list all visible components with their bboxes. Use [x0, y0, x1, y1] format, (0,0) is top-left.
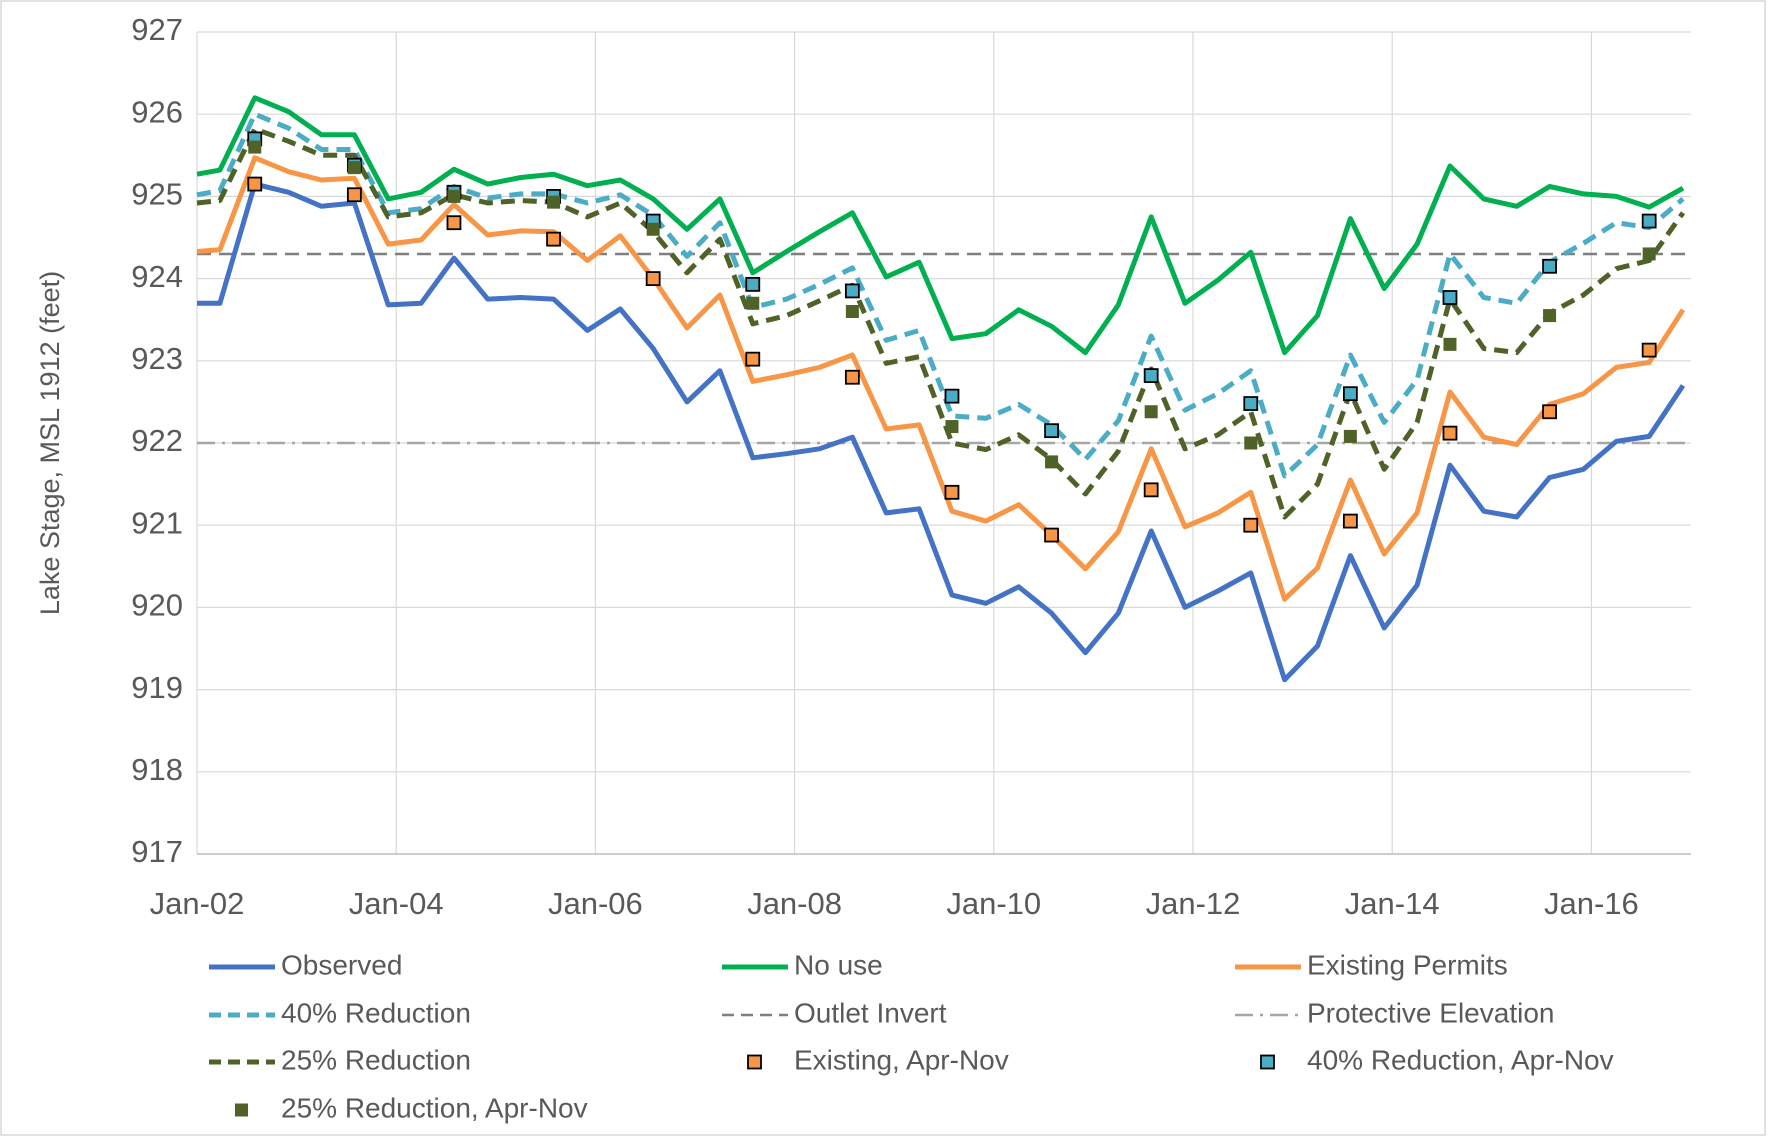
marker [447, 189, 461, 203]
legend-label: Protective Elevation [1307, 997, 1554, 1028]
marker [1342, 386, 1358, 402]
y-tick-label: 926 [131, 94, 183, 129]
series-line [197, 181, 1686, 683]
y-tick-label: 925 [131, 177, 183, 212]
marker [1641, 213, 1657, 229]
y-tick-label: 924 [131, 259, 183, 294]
marker [1045, 455, 1059, 469]
marker [1642, 247, 1656, 261]
marker [1343, 429, 1357, 443]
marker [446, 215, 462, 231]
marker [844, 283, 860, 299]
x-tick-label: Jan-06 [548, 886, 643, 921]
y-tick-label: 921 [131, 505, 183, 540]
marker [1143, 368, 1159, 383]
y-tick-label: 919 [131, 670, 183, 705]
marker [1243, 517, 1259, 533]
x-tick-label: Jan-08 [747, 886, 842, 921]
marker [1543, 309, 1557, 323]
marker [944, 388, 960, 404]
marker [844, 369, 860, 385]
y-tick-label: 927 [131, 12, 183, 47]
marker [1044, 423, 1059, 439]
marker [1342, 513, 1358, 529]
marker [845, 304, 859, 318]
legend-label: 25% Reduction, Apr-Nov [281, 1092, 588, 1123]
x-tick-label: Jan-04 [349, 886, 444, 921]
marker [1143, 482, 1159, 498]
legend-label: 25% Reduction [281, 1044, 471, 1075]
legend-label: Existing, Apr-Nov [794, 1044, 1009, 1075]
y-tick-label: 922 [131, 423, 183, 458]
legend-label: 40% Reduction [281, 997, 471, 1028]
marker [1442, 290, 1458, 305]
marker [1542, 258, 1557, 274]
marker [745, 276, 761, 292]
y-tick-label: 923 [131, 341, 183, 376]
legend-label: No use [794, 949, 883, 980]
y-tick-label: 920 [131, 588, 183, 623]
marker [745, 351, 761, 367]
legend-marker [235, 1103, 248, 1117]
marker [746, 296, 760, 310]
marker [945, 420, 959, 434]
y-tick-label: 918 [131, 752, 183, 787]
series-line [196, 95, 1685, 356]
marker [645, 271, 661, 287]
marker [247, 176, 263, 192]
marker [547, 195, 561, 209]
marker [646, 222, 660, 236]
marker [1244, 436, 1258, 450]
marker [248, 140, 262, 154]
marker [1542, 404, 1557, 420]
marker [1641, 342, 1657, 358]
y-tick-label: 917 [131, 834, 183, 869]
legend-label: 40% Reduction, Apr-Nov [1307, 1044, 1614, 1075]
legend-label: Outlet Invert [794, 997, 947, 1028]
marker [1044, 527, 1059, 543]
marker [1442, 425, 1458, 441]
x-tick-label: Jan-02 [150, 886, 245, 921]
series-line [196, 111, 1685, 479]
x-tick-label: Jan-16 [1544, 886, 1639, 921]
legend-label: Existing Permits [1307, 949, 1508, 980]
marker [346, 187, 362, 203]
marker [347, 161, 361, 175]
legend-label: Observed [281, 949, 402, 980]
x-tick-label: Jan-12 [1146, 886, 1241, 921]
legend-marker [747, 1054, 762, 1070]
x-tick-label: Jan-10 [946, 886, 1041, 921]
marker [1443, 337, 1457, 351]
legend-marker [1260, 1054, 1275, 1070]
series-line [196, 155, 1686, 602]
marker [944, 484, 960, 500]
x-tick-label: Jan-14 [1345, 886, 1440, 921]
marker [546, 231, 561, 247]
y-axis-label: Lake Stage, MSL 1912 (feet) [35, 271, 65, 615]
marker [1144, 405, 1158, 419]
marker [1243, 396, 1259, 411]
